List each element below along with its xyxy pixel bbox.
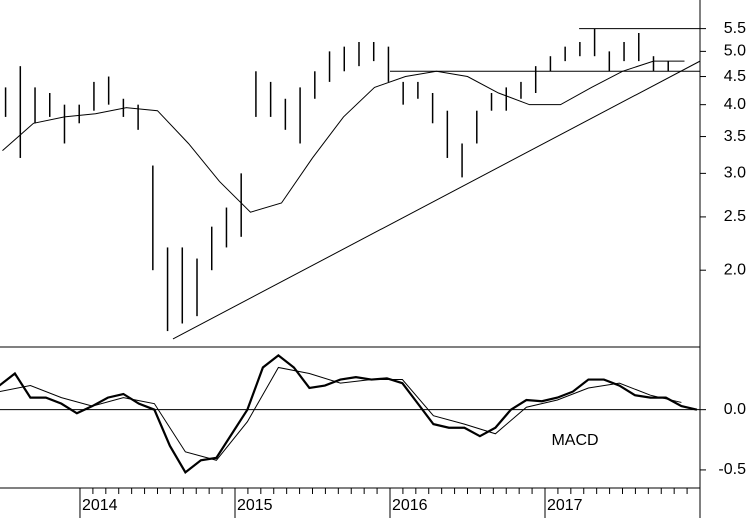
y-tick-label: 5.0 — [724, 43, 746, 60]
macd-label: MACD — [551, 432, 598, 449]
y-tick-label: 4.0 — [724, 96, 746, 113]
x-tick-label: 2014 — [82, 497, 118, 514]
trendline — [172, 60, 701, 340]
x-tick-label: 2015 — [237, 497, 273, 514]
x-tick-label: 2017 — [547, 497, 583, 514]
signal-line — [0, 366, 682, 461]
y-tick-label: 5.5 — [724, 20, 746, 37]
y-tick-label: 4.5 — [724, 68, 746, 85]
y-tick-label: 0.0 — [724, 401, 746, 418]
x-tick-label: 2016 — [392, 497, 428, 514]
macd-line — [0, 354, 698, 474]
y-tick-label: 3.0 — [724, 165, 746, 182]
y-tick-label: 2.0 — [724, 261, 746, 278]
y-tick-label: 3.5 — [724, 128, 746, 145]
y-tick-label: 2.5 — [724, 208, 746, 225]
moving-average — [2, 60, 685, 213]
y-tick-label: -0.5 — [718, 461, 746, 478]
